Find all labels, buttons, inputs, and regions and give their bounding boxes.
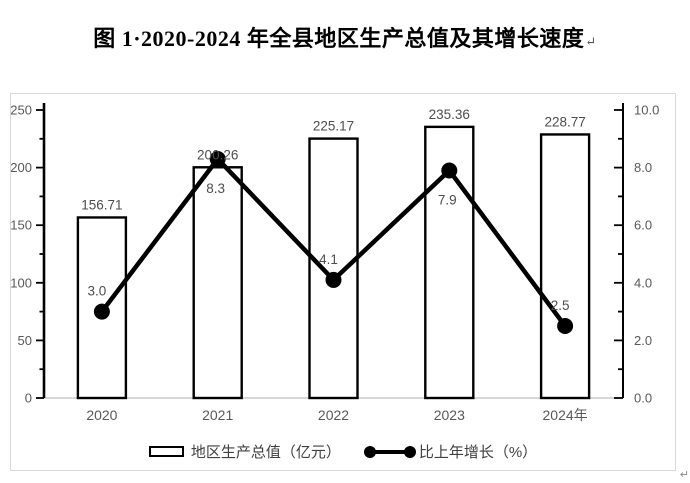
chart-frame: 0 50 100 150 200 250 0.0 2.0 4.0 6.0 8.0 10.0 156.71…: [10, 93, 676, 471]
left-axis-tick-label: 50: [18, 333, 32, 348]
bar-value-label: 200.26: [197, 147, 238, 162]
right-axis-tick-label: 6.0: [634, 218, 652, 233]
line-value-label: 4.1: [319, 252, 338, 267]
chart-title-text: 图 1·2020-2024 年全县地区生产总值及其增长速度: [93, 26, 585, 51]
paragraph-mark-icon: ↵: [679, 469, 689, 481]
line-marker-2021: [209, 150, 226, 167]
line-value-label: 8.3: [206, 181, 225, 196]
chart-title: 图 1·2020-2024 年全县地区生产总值及其增长速度↵: [0, 21, 690, 53]
bar-value-label: 156.71: [81, 197, 122, 212]
bar-series-swatch-icon: [148, 446, 184, 457]
bar-2022: [308, 137, 359, 400]
right-axis-tick-label: 10.0: [634, 103, 659, 118]
bar-2024年: [539, 133, 591, 400]
bar-value-label: 235.36: [429, 107, 470, 122]
line-marker-2020: [93, 303, 110, 320]
right-axis-tick-label: 8.0: [634, 160, 652, 175]
left-axis-tick-label: 150: [11, 218, 32, 233]
left-axis-tick-label: 0: [25, 391, 32, 406]
x-axis-category-label: 2024年: [543, 407, 588, 423]
legend-label-gdp: 地区生产总值（亿元）: [190, 444, 341, 461]
right-axis-tick-label: 0.0: [634, 391, 652, 406]
x-axis-category-label: 2021: [202, 407, 233, 423]
bar-2021: [192, 166, 243, 400]
left-axis-tick-label: 100: [11, 275, 32, 290]
legend-item-gdp: 地区生产总值（亿元）: [148, 441, 341, 462]
bar-value-label: 225.17: [313, 119, 354, 134]
left-axis-tick-label: 200: [11, 160, 32, 175]
line-marker-2024年: [557, 318, 574, 334]
x-axis-category-label: 2020: [86, 407, 117, 423]
x-axis-category-label: 2022: [318, 407, 349, 423]
line-value-label: 3.0: [88, 284, 107, 299]
right-axis-tick-label: 4.0: [634, 275, 652, 290]
line-series-swatch-icon: [363, 445, 416, 458]
x-axis-category-label: 2023: [434, 407, 465, 423]
line-marker-2022: [325, 271, 342, 288]
legend-label-growth: 比上年增长（%）: [418, 444, 538, 461]
chart-legend: 地区生产总值（亿元） 比上年增长（%）: [11, 441, 675, 462]
bar-value-label: 228.77: [544, 114, 585, 129]
left-axis-tick-label: 250: [11, 103, 32, 118]
legend-item-growth: 比上年增长（%）: [363, 441, 537, 462]
paragraph-mark-icon: ↵: [585, 34, 597, 49]
line-value-label: 7.9: [438, 192, 457, 207]
line-marker-2023: [441, 162, 458, 179]
right-axis-tick-label: 2.0: [634, 333, 652, 348]
line-value-label: 2.5: [551, 298, 570, 313]
chart-canvas: 0 50 100 150 200 250 0.0 2.0 4.0 6.0 8.0 10.0 156.71…: [11, 103, 659, 424]
